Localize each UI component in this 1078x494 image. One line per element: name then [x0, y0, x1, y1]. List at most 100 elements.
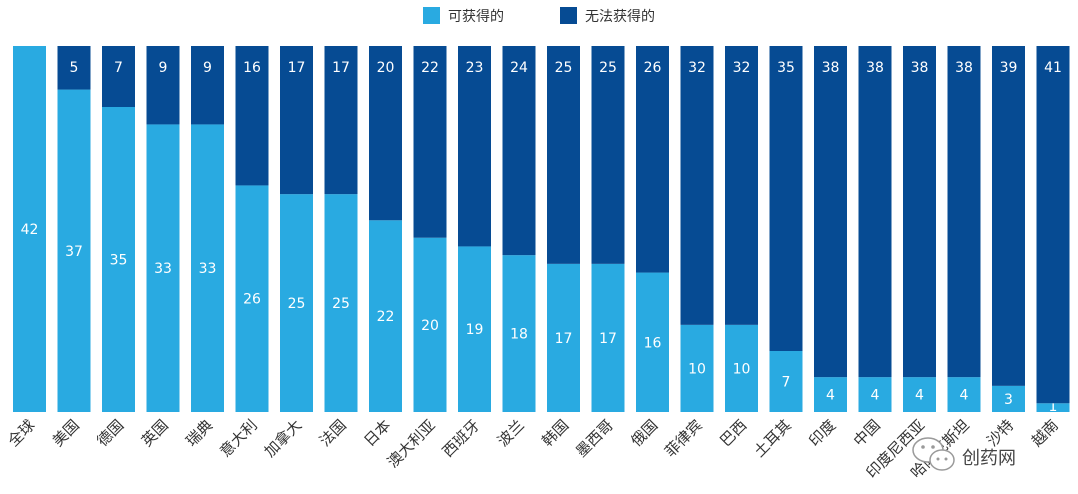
data-label-unavailable: 32 [688, 60, 706, 76]
data-label-available: 22 [377, 309, 395, 325]
data-label-unavailable: 25 [555, 60, 573, 76]
data-label-unavailable: 16 [243, 60, 261, 76]
bar-segment-unavailable [502, 46, 536, 256]
data-label-available: 17 [599, 331, 617, 347]
data-label-available: 25 [332, 296, 350, 312]
legend-swatch-unavailable [560, 7, 577, 24]
data-label-available: 10 [688, 361, 706, 377]
data-label-available: 1 [1049, 399, 1058, 415]
bar-segment-unavailable [591, 46, 625, 264]
data-label-available: 26 [243, 292, 261, 308]
data-label-available: 16 [644, 335, 662, 351]
bar-segment-available [591, 263, 625, 412]
bar-segment-available [324, 194, 358, 412]
x-tick-label: 全球 [4, 416, 38, 450]
bar-segment-available [57, 89, 91, 413]
bar-segment-available [146, 124, 180, 412]
x-tick-label: 日本 [360, 416, 394, 450]
data-label-unavailable: 38 [911, 60, 929, 76]
bar-segment-unavailable [1036, 46, 1070, 404]
legend-item-available: 可获得的 [423, 7, 504, 25]
bar-segment-unavailable [369, 46, 402, 221]
data-label-available: 10 [733, 361, 751, 377]
plot-area: 4237535733933926162517251722202022192318… [13, 46, 1070, 415]
bar-segment-unavailable [413, 46, 447, 238]
bar-segment-unavailable [858, 46, 892, 378]
x-tick-label: 美国 [49, 416, 83, 450]
watermark-text: 创药网 [962, 448, 1016, 469]
bar-segment-available [680, 324, 714, 412]
legend-item-unavailable: 无法获得的 [560, 7, 655, 25]
wechat-logo-icon [912, 437, 955, 471]
data-label-unavailable: 25 [599, 60, 617, 76]
data-label-available: 20 [421, 318, 439, 334]
x-tick-label: 土耳其 [750, 416, 795, 461]
bar-segment-available [191, 124, 224, 412]
data-label-unavailable: 17 [288, 60, 306, 76]
bar-segment-unavailable [814, 46, 847, 378]
data-label-unavailable: 38 [822, 60, 840, 76]
data-label-unavailable: 38 [955, 60, 973, 76]
bar-segment-available [102, 107, 135, 412]
data-label-unavailable: 26 [644, 60, 662, 76]
x-tick-label: 德国 [93, 416, 127, 450]
x-tick-label: 印度 [805, 416, 839, 450]
data-label-available: 33 [199, 261, 217, 277]
bar-segment-available [547, 263, 580, 412]
bar-segment-unavailable [235, 46, 269, 186]
bar-segment-unavailable [57, 46, 91, 90]
data-label-unavailable: 38 [866, 60, 884, 76]
bar-segment-unavailable [102, 46, 135, 107]
bar-segment-available [458, 246, 491, 412]
x-tick-label: 墨西哥 [572, 416, 617, 461]
data-label-unavailable: 22 [421, 60, 439, 76]
bar-segment-unavailable [992, 46, 1025, 386]
bar-segment-available [413, 237, 447, 412]
data-label-available: 4 [826, 388, 835, 404]
data-label-available: 3 [1004, 392, 1013, 408]
x-tick-label: 意大利 [216, 416, 261, 461]
x-tick-label: 波兰 [494, 416, 528, 450]
bar-segment-available [280, 194, 313, 412]
data-label-unavailable: 17 [332, 60, 350, 76]
data-label-unavailable: 24 [510, 60, 528, 76]
data-label-available: 4 [960, 388, 969, 404]
legend-swatch-available [423, 7, 440, 24]
bar-segment-available [769, 351, 803, 412]
bar-segment-unavailable [636, 46, 669, 273]
bar-segment-available [858, 377, 892, 412]
legend-label-available: 可获得的 [448, 8, 504, 25]
bar-segment-unavailable [191, 46, 224, 125]
data-label-available: 4 [871, 388, 880, 404]
legend-label-unavailable: 无法获得的 [585, 8, 655, 25]
data-label-unavailable: 5 [70, 60, 79, 76]
x-axis-labels: 全球 美国 德国 英国 瑞典 意大利 加拿大 法国 日本澳大利亚 西班牙 波兰 韩国 墨西哥 俄国 菲律宾巴… [4, 416, 1061, 482]
data-label-available: 19 [466, 322, 484, 338]
data-label-available: 4 [915, 388, 924, 404]
data-label-unavailable: 23 [466, 60, 484, 76]
legend: 可获得的 无法获得的 [423, 7, 655, 25]
x-tick-label: 法国 [316, 416, 350, 450]
bar-segment-available [502, 255, 536, 412]
bar-segment-unavailable [324, 46, 358, 195]
bar-segment-available [369, 220, 402, 412]
data-label-unavailable: 39 [1000, 60, 1018, 76]
data-label-available: 18 [510, 327, 528, 343]
bar-segment-unavailable [280, 46, 313, 195]
x-tick-label: 俄国 [627, 416, 661, 450]
bar-segment-available [903, 377, 936, 412]
data-label-available: 17 [555, 331, 573, 347]
bar-segment-unavailable [769, 46, 803, 351]
bar-segment-unavailable [146, 46, 180, 125]
x-tick-label: 越南 [1028, 416, 1062, 450]
bar-segment-unavailable [547, 46, 580, 264]
data-label-unavailable: 7 [114, 60, 123, 76]
x-tick-label: 瑞典 [182, 416, 216, 450]
bar-segment-unavailable [680, 46, 714, 325]
bar-segment-unavailable [903, 46, 936, 378]
x-tick-label: 英国 [138, 416, 172, 450]
data-label-unavailable: 9 [159, 60, 168, 76]
watermark: 创药网 [912, 437, 1016, 471]
x-tick-label: 西班牙 [439, 416, 484, 461]
